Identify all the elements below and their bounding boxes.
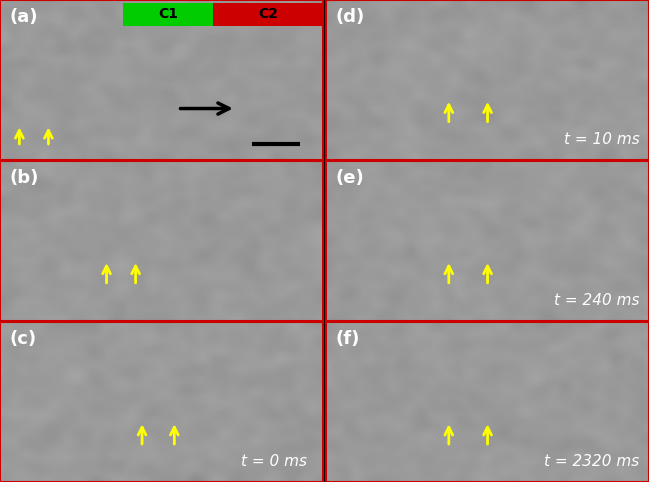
Text: t = 240 ms: t = 240 ms [554, 293, 639, 308]
Bar [123, 3, 213, 26]
Text: (c): (c) [10, 330, 37, 348]
Text: (b): (b) [10, 169, 39, 187]
Text: (a): (a) [10, 8, 38, 26]
Text: t = 2320 ms: t = 2320 ms [544, 454, 639, 469]
Text: C2: C2 [258, 7, 278, 21]
Bar [213, 3, 323, 26]
Text: t = 10 ms: t = 10 ms [563, 132, 639, 147]
Text: C1: C1 [158, 7, 178, 21]
Text: (f): (f) [336, 330, 360, 348]
Text: (d): (d) [336, 8, 365, 26]
Text: (e): (e) [336, 169, 365, 187]
Text: t = 0 ms: t = 0 ms [241, 454, 307, 469]
